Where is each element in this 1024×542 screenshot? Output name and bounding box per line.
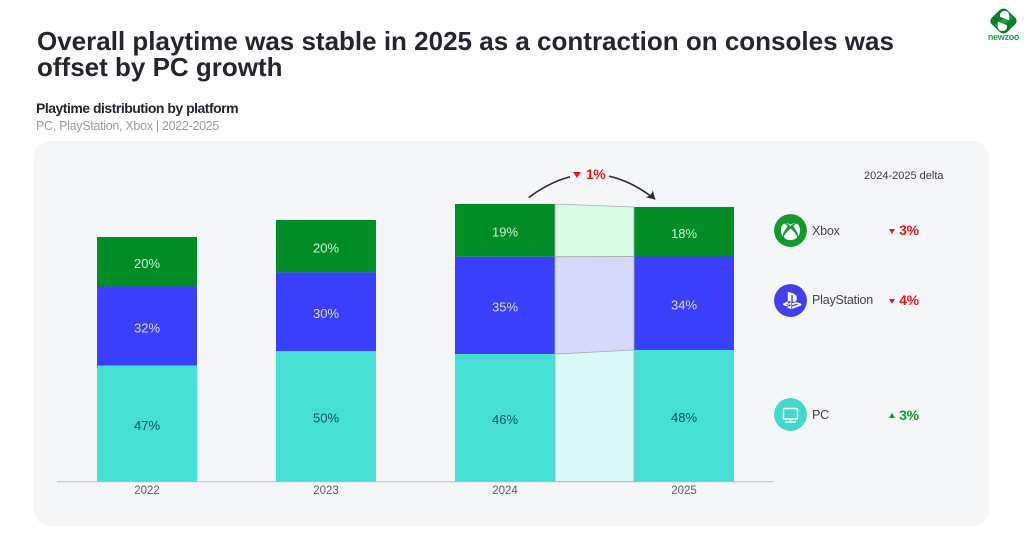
svg-text:46%: 46%: [492, 412, 518, 427]
svg-text:2024: 2024: [492, 485, 518, 497]
svg-text:2023: 2023: [313, 485, 339, 497]
svg-text:32%: 32%: [134, 320, 160, 335]
svg-text:34%: 34%: [671, 298, 697, 313]
svg-text:30%: 30%: [313, 306, 339, 321]
svg-text:2025: 2025: [671, 485, 697, 497]
svg-text:20%: 20%: [313, 241, 339, 256]
svg-text:18%: 18%: [671, 226, 697, 241]
svg-text:35%: 35%: [492, 300, 518, 315]
svg-text:19%: 19%: [492, 225, 518, 240]
svg-text:48%: 48%: [671, 410, 697, 425]
svg-text:2022: 2022: [134, 485, 160, 497]
svg-text:47%: 47%: [134, 418, 160, 433]
svg-text:50%: 50%: [313, 411, 339, 426]
svg-text:20%: 20%: [134, 256, 160, 271]
svg-text:newzoo: newzoo: [988, 32, 1020, 42]
